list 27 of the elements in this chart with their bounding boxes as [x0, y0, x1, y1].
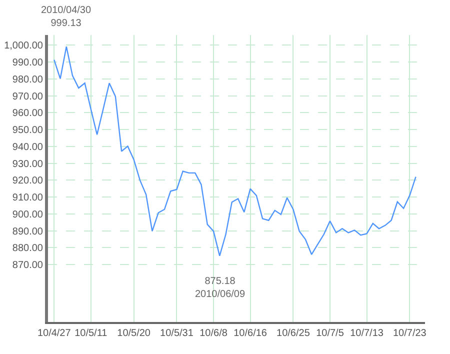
y-tick-label: 1,000.00 — [4, 40, 44, 52]
y-tick-label: 890.00 — [12, 226, 44, 238]
x-tick-label: 10/4/27 — [37, 328, 72, 339]
y-tick-label: 940.00 — [12, 142, 44, 153]
y-tick-label: 980.00 — [12, 74, 44, 86]
x-tick-label: 10/5/20 — [117, 328, 151, 339]
y-tick-label: 960.00 — [12, 108, 44, 120]
x-tick-label: 10/6/8 — [200, 328, 228, 339]
x-tick-label: 10/6/16 — [234, 328, 268, 339]
y-tick-label: 970.00 — [12, 91, 44, 102]
y-tick-label: 910.00 — [12, 192, 44, 204]
y-tick-label: 900.00 — [12, 209, 44, 220]
y-tick-label: 930.00 — [12, 158, 44, 170]
annotation: 2010/04/30 999.13 — [41, 5, 92, 29]
x-tick-label: 10/5/31 — [160, 328, 194, 339]
x-tick-label: 10/7/5 — [316, 328, 344, 339]
annotation: 875.18 2010/06/09 — [195, 276, 246, 300]
y-tick-label: 870.00 — [12, 260, 44, 272]
x-tick-label: 10/5/11 — [74, 328, 108, 339]
x-tick-label: 10/7/23 — [392, 328, 427, 339]
y-tick-label: 950.00 — [12, 125, 44, 136]
y-tick-label: 880.00 — [12, 243, 44, 254]
x-tick-label: 10/6/25 — [276, 328, 310, 339]
y-tick-label: 990.00 — [12, 58, 44, 69]
y-tick-label: 920.00 — [12, 176, 44, 187]
x-tick-label: 10/7/13 — [350, 328, 384, 339]
line-series — [54, 46, 416, 256]
